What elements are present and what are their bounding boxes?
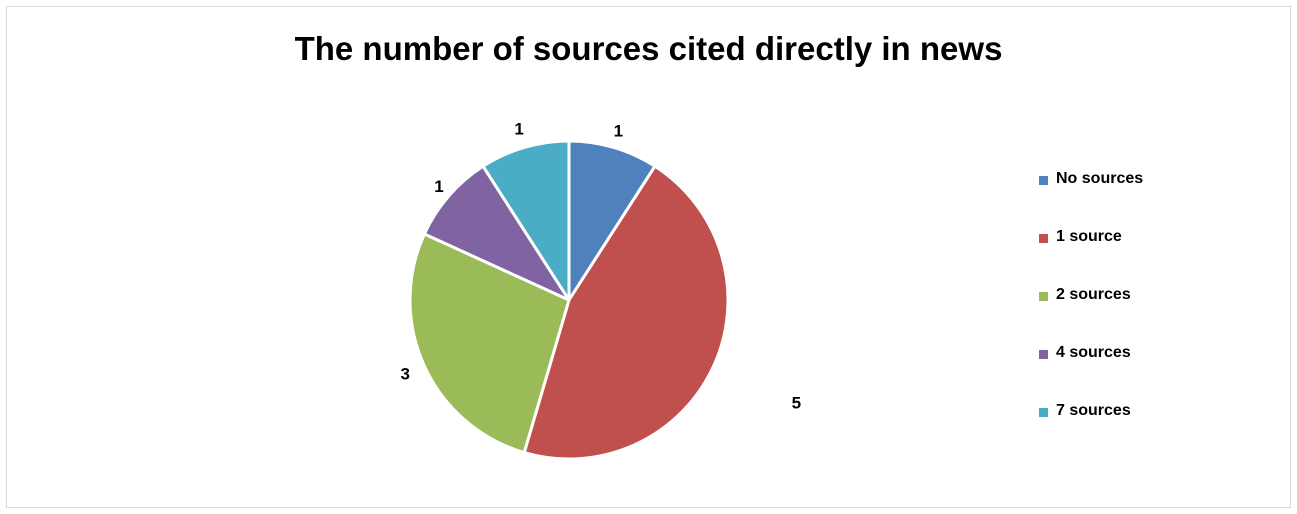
pie-slice-4-sources xyxy=(422,164,571,302)
data-label: 1 xyxy=(434,177,443,196)
pie-slice-no-sources xyxy=(567,139,657,302)
pie-slice-7-sources xyxy=(481,139,571,302)
data-label: 5 xyxy=(792,393,801,412)
legend-swatch xyxy=(1039,234,1048,243)
legend-swatch xyxy=(1039,292,1048,301)
data-label: 3 xyxy=(401,364,410,383)
pie-slice-1-source xyxy=(522,164,730,461)
pie-slice-2-sources xyxy=(408,232,571,455)
legend-swatch xyxy=(1039,350,1048,359)
data-labels: 1 5 3 1 1 xyxy=(401,120,802,413)
legend-swatch xyxy=(1039,176,1048,185)
data-label: 1 xyxy=(614,122,623,141)
chart-title: The number of sources cited directly in … xyxy=(294,30,1003,67)
legend-label: 1 source xyxy=(1056,228,1122,245)
legend-label: 4 sources xyxy=(1056,344,1131,361)
legend-label: 2 sources xyxy=(1056,286,1131,303)
legend-label: 7 sources xyxy=(1056,402,1131,419)
data-label: 1 xyxy=(514,120,523,139)
pie-slices xyxy=(408,139,730,461)
legend-label: No sources xyxy=(1056,170,1144,187)
legend-swatch xyxy=(1039,408,1048,417)
